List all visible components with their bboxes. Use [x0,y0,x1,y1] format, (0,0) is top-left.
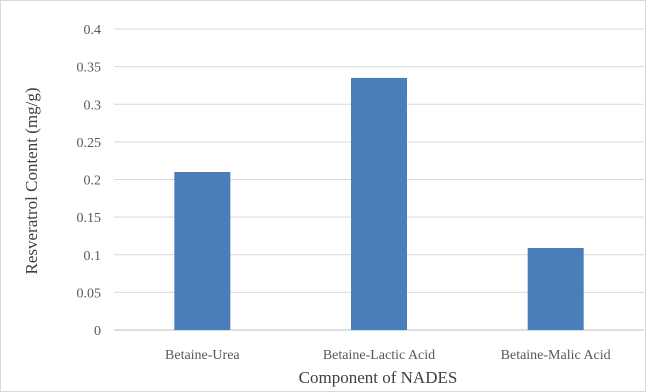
y-tick-label: 0.3 [84,98,102,113]
y-tick-label: 0.4 [84,23,102,38]
y-tick-label: 0.35 [77,61,102,76]
x-tick-label: Betaine-Lactic Acid [323,348,435,363]
bars [174,77,584,330]
y-tick-label: 0 [94,324,101,339]
x-tick-labels: Betaine-Urea Betaine-Lactic Acid Betaine-M… [165,348,611,363]
y-tick-label: 0.05 [77,286,102,301]
bar-betaine-malic-acid [527,247,584,330]
y-tick-label: 0.2 [84,174,102,189]
bar-betaine-lactic-acid [351,77,407,330]
bar-betaine-urea [174,171,231,330]
y-tick-labels: 0 0.05 0.1 0.15 0.2 0.25 0.3 0.35 0.4 [77,23,102,339]
x-axis-title: Component of NADES [299,368,458,387]
y-tick-label: 0.25 [77,136,102,151]
x-tick-label: Betaine-Urea [165,348,240,363]
y-tick-label: 0.15 [77,211,102,226]
y-tick-label: 0.1 [84,249,102,264]
y-axis-title: Resveratrol Content (mg/g) [22,88,41,275]
x-tick-label: Betaine-Malic Acid [501,348,611,363]
